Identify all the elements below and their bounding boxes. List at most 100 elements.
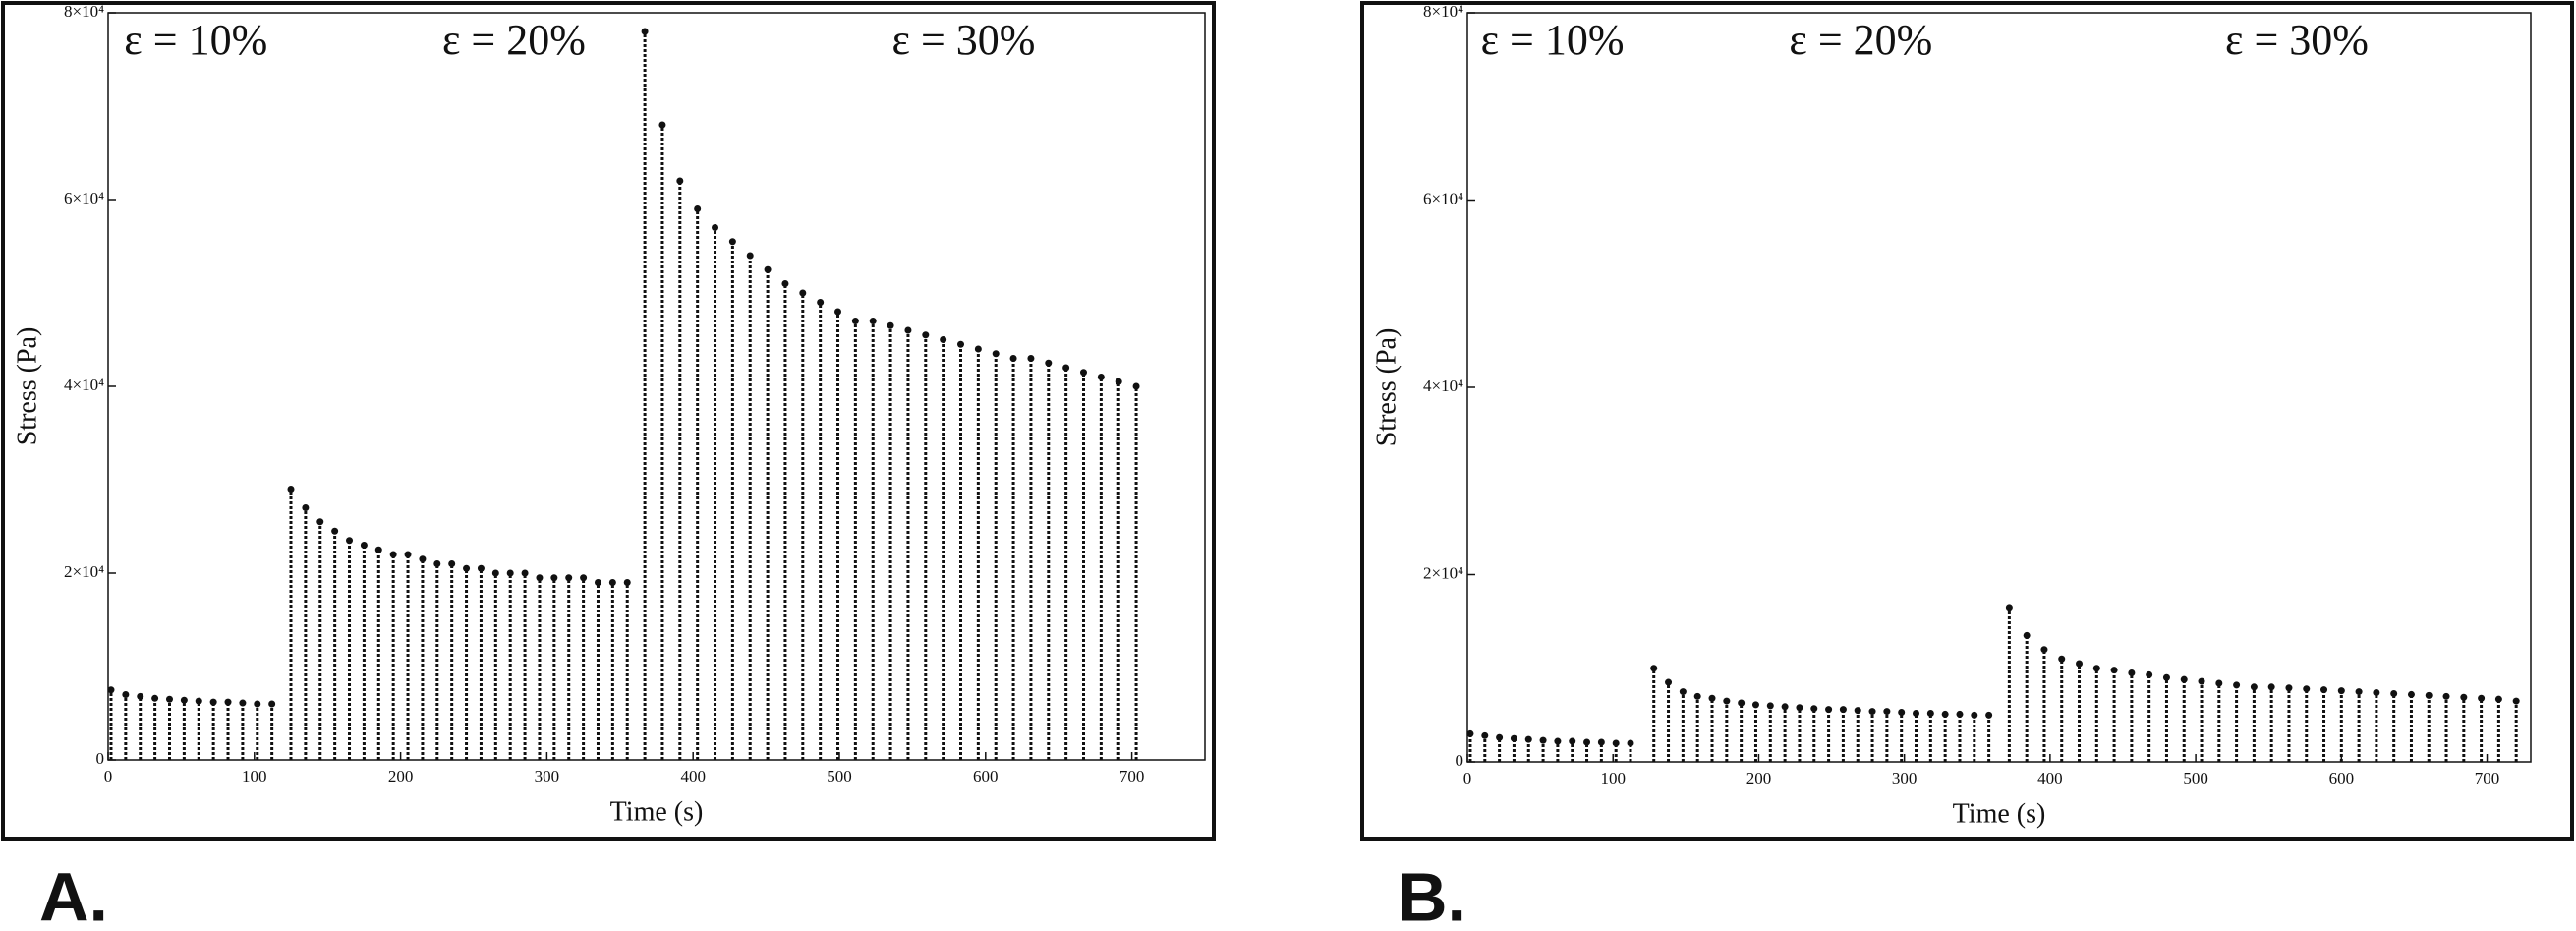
peak-marker — [992, 350, 1000, 358]
x-axis-label: Time (s) — [1953, 798, 2046, 829]
y-tick-label: 2×10⁴ — [1423, 563, 1463, 582]
x-tick-label: 400 — [680, 767, 706, 786]
panel: 0 100 200 300 400 500 600 700 0 2×10⁴ 4×10⁴ 6×10⁴ 8×… — [1360, 1, 2574, 931]
peak-marker — [957, 340, 965, 348]
peak-marker — [1693, 692, 1701, 700]
peak-marker — [2355, 688, 2363, 696]
peak-marker — [346, 537, 354, 545]
x-tick-label: 500 — [2183, 769, 2208, 787]
peak-marker — [2162, 673, 2170, 681]
peak-marker — [2442, 692, 2450, 700]
peak-marker — [1510, 734, 1517, 742]
peak-marker — [122, 691, 130, 698]
peak-marker — [2460, 693, 2468, 701]
y-tick-label: 6×10⁴ — [64, 189, 104, 207]
frame — [1, 1, 1216, 841]
peak-marker — [851, 318, 859, 324]
peak-marker — [151, 694, 159, 702]
peak-marker — [1079, 369, 1087, 377]
y-tick-label: 2×10⁴ — [64, 562, 104, 581]
peak-marker — [1539, 736, 1547, 744]
peak-marker — [1898, 709, 1906, 717]
peak-marker — [2076, 660, 2084, 668]
peak-marker — [463, 564, 471, 572]
peak-marker — [180, 696, 188, 704]
peak-marker — [2110, 667, 2118, 674]
plot-area — [1466, 12, 2532, 763]
peak-marker — [1496, 733, 1504, 741]
y-tick-label: 0 — [1456, 751, 1464, 770]
peak-marker — [1766, 702, 1774, 710]
peak-marker — [287, 486, 295, 493]
peak-marker — [2180, 675, 2188, 683]
peak-marker — [137, 692, 144, 700]
peak-marker — [1062, 364, 1070, 372]
peak-marker — [1985, 711, 1993, 719]
y-tick-label: 4×10⁴ — [64, 376, 104, 394]
peak-marker — [1796, 704, 1803, 712]
peak-marker — [2128, 669, 2136, 677]
peak-marker — [940, 336, 947, 343]
peak-marker — [404, 551, 412, 558]
peak-marker — [2494, 695, 2502, 703]
peak-marker — [2040, 646, 2048, 654]
peak-marker — [869, 318, 877, 324]
peak-marker — [1481, 731, 1489, 739]
x-tick-label: 300 — [535, 767, 560, 786]
peak-marker — [2215, 679, 2223, 687]
peak-marker — [2250, 683, 2258, 691]
peak-marker — [1554, 737, 1562, 745]
peak-marker — [1883, 708, 1891, 716]
peak-marker — [712, 224, 719, 231]
peak-marker — [728, 238, 736, 246]
peak-marker — [2285, 684, 2293, 692]
peak-marker — [1781, 703, 1789, 711]
peak-marker — [1723, 697, 1731, 705]
peak-marker — [2198, 677, 2205, 685]
x-tick-label: 600 — [973, 767, 999, 786]
peak-marker — [209, 698, 217, 706]
peak-marker — [2267, 683, 2275, 691]
peak-marker — [887, 321, 894, 329]
x-tick-label: 500 — [827, 767, 852, 786]
peak-marker — [1027, 355, 1035, 362]
peak-marker — [224, 698, 232, 706]
peak-marker — [268, 700, 276, 708]
peak-marker — [608, 579, 616, 586]
panel: 0 100 200 300 400 500 600 700 0 2×10⁴ 4×10⁴ 6×10⁴ 8×… — [1, 1, 1216, 931]
peak-marker — [565, 574, 573, 582]
peak-marker — [623, 579, 631, 586]
peak-marker — [2337, 687, 2345, 695]
peak-marker — [694, 205, 702, 212]
peak-marker — [374, 546, 382, 553]
peak-marker — [2303, 685, 2311, 693]
peak-marker — [658, 121, 666, 129]
peak-marker — [1597, 738, 1605, 746]
peak-marker — [764, 265, 772, 273]
peak-marker — [1913, 709, 1920, 717]
y-axis-label: Stress (Pa) — [1371, 328, 1402, 447]
peak-marker — [1839, 706, 1847, 714]
peak-marker — [1097, 374, 1105, 380]
annotation: ε = 30% — [892, 16, 1036, 64]
peak-marker — [1132, 382, 1140, 390]
peak-marker — [1956, 710, 1964, 718]
peak-marker — [419, 555, 427, 563]
plot-area — [107, 12, 1206, 761]
peak-marker — [2390, 689, 2398, 697]
peak-marker — [2023, 631, 2031, 639]
peak-marker — [1665, 678, 1673, 686]
annotation: ε = 30% — [2225, 16, 2369, 64]
peak-marker — [1009, 355, 1017, 362]
peak-marker — [922, 331, 930, 339]
peak-marker — [302, 504, 310, 511]
peak-marker — [1627, 739, 1634, 747]
peak-marker — [239, 699, 247, 707]
peak-marker — [389, 551, 397, 558]
peak-marker — [1926, 709, 1934, 717]
panel-label: A. — [39, 858, 108, 931]
x-tick-label: 100 — [242, 767, 267, 786]
peak-marker — [1045, 359, 1053, 367]
peak-marker — [536, 574, 544, 582]
peak-marker — [2425, 691, 2433, 699]
